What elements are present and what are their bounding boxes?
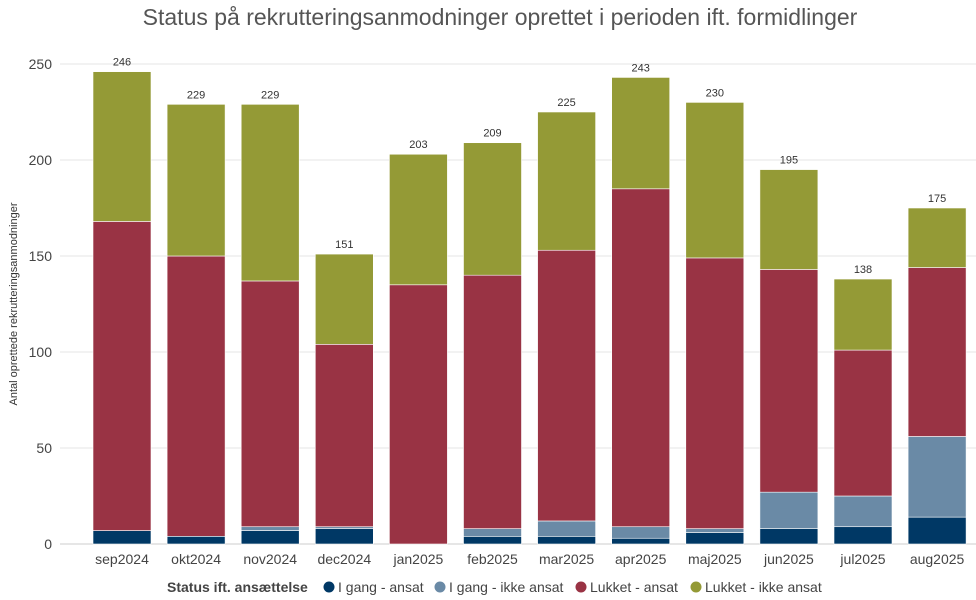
bar-segment: [240, 530, 300, 545]
bar-segment: [907, 267, 967, 437]
total-label: 138: [854, 264, 872, 276]
y-tick-label: 0: [44, 536, 52, 552]
total-label: 225: [557, 97, 575, 109]
bars: [92, 71, 967, 545]
legend-marker: [434, 581, 446, 593]
total-label: 151: [335, 239, 353, 251]
legend: Status ift. ansættelse I gang - ansat I g…: [167, 579, 822, 595]
bar-segment: [92, 530, 152, 545]
bar-segment: [240, 104, 300, 282]
total-label: 175: [928, 193, 946, 205]
legend-label: Lukket - ansat: [590, 579, 678, 595]
bar-segment: [907, 436, 967, 518]
bar-segment: [685, 528, 745, 533]
bar-segment: [463, 536, 522, 545]
x-tick-label: jul2025: [839, 551, 885, 567]
x-tick-label: apr2025: [615, 551, 667, 567]
legend-label: I gang - ikke ansat: [449, 579, 564, 595]
total-label: 229: [261, 89, 279, 101]
bar-segment: [833, 278, 893, 351]
bar-segment: [685, 102, 745, 259]
bar-segment: [833, 495, 893, 528]
bar-segment: [314, 344, 374, 528]
bar-segment: [389, 153, 448, 286]
x-tick-label: jan2025: [392, 551, 443, 567]
bar-segment: [166, 255, 226, 537]
total-label: 209: [483, 128, 501, 140]
bar-segment: [240, 280, 300, 528]
chart-title: Status på rekrutteringsanmodninger opret…: [143, 4, 858, 30]
y-tick-label: 150: [29, 248, 53, 264]
legend-marker: [690, 581, 702, 593]
bar-segment: [611, 526, 671, 539]
bar-segment: [463, 142, 522, 276]
bar-segment: [537, 249, 596, 522]
y-tick-label: 200: [29, 152, 53, 168]
total-labels: 246 229 229 151 203 209 225 243 230 195 138 175: [113, 57, 946, 276]
bar-segment: [166, 536, 226, 545]
bar-segment: [685, 257, 745, 529]
total-label: 246: [113, 57, 131, 69]
bar-segment: [759, 528, 819, 545]
x-tick-label: jun2025: [763, 551, 814, 567]
bar-segment: [463, 274, 522, 529]
legend-marker: [575, 581, 587, 593]
y-axis: 0 50 100 150 200 250: [29, 56, 53, 552]
bar-segment: [907, 516, 967, 545]
x-tick-label: okt2024: [171, 551, 221, 567]
total-label: 195: [780, 155, 798, 167]
x-axis: sep2024 okt2024 nov2024 dec2024 jan2025 feb20…: [95, 551, 964, 567]
x-tick-label: nov2024: [243, 551, 297, 567]
total-label: 229: [187, 89, 205, 101]
x-tick-label: aug2025: [910, 551, 965, 567]
bar-segment: [537, 520, 596, 537]
bar-segment: [537, 536, 596, 545]
bar-segment: [833, 349, 893, 497]
bar-segment: [92, 221, 152, 531]
legend-label: I gang - ansat: [338, 579, 424, 595]
bar-segment: [759, 169, 819, 270]
bar-segment: [314, 528, 374, 545]
x-tick-label: dec2024: [317, 551, 371, 567]
total-label: 243: [632, 62, 650, 74]
bar-segment: [92, 71, 152, 222]
legend-marker: [323, 581, 335, 593]
bar-segment: [833, 526, 893, 545]
bar-segment: [907, 207, 967, 268]
total-label: 230: [706, 87, 724, 99]
y-tick-label: 100: [29, 344, 53, 360]
x-tick-label: maj2025: [688, 551, 742, 567]
y-tick-label: 250: [29, 56, 53, 72]
bar-segment: [389, 284, 448, 545]
bar-segment: [537, 111, 596, 251]
legend-label: Lukket - ikke ansat: [705, 579, 822, 595]
bar-segment: [314, 253, 374, 345]
bar-segment: [240, 526, 300, 531]
x-tick-label: mar2025: [539, 551, 594, 567]
bar-segment: [463, 528, 522, 537]
total-label: 203: [409, 139, 427, 151]
bar-segment: [611, 537, 671, 545]
bar-segment: [759, 269, 819, 493]
bar-segment: [685, 532, 745, 545]
bar-segment: [611, 188, 671, 528]
legend-title: Status ift. ansættelse: [167, 579, 308, 595]
y-axis-label: Antal oprettede rekrutteringsanmodninger: [8, 202, 20, 405]
x-tick-label: sep2024: [95, 551, 149, 567]
bar-segment: [166, 104, 226, 257]
bar-segment: [611, 77, 671, 190]
bar-segment: [759, 491, 819, 529]
y-tick-label: 50: [36, 440, 52, 456]
x-tick-label: feb2025: [467, 551, 518, 567]
